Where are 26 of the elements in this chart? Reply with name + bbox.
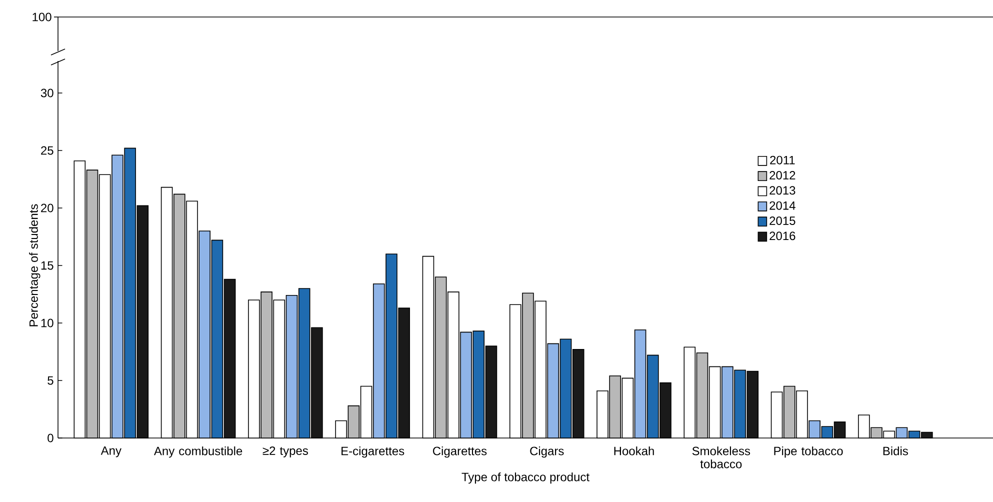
legend-label: 2015 bbox=[770, 216, 796, 225]
x-tick-label: ≥2 types bbox=[262, 446, 308, 458]
y-axis-title: Percentage of students bbox=[29, 204, 40, 326]
legend-label: 2014 bbox=[770, 201, 796, 210]
legend-label: 2016 bbox=[770, 232, 796, 240]
x-tick-label: Cigars bbox=[530, 446, 564, 458]
legend-label: 2013 bbox=[770, 186, 796, 195]
text: 100 bbox=[32, 12, 52, 22]
y-tick-label: 5 bbox=[48, 376, 54, 385]
legend-label: 2011 bbox=[770, 156, 795, 164]
x-tick-label: Smokeless tobacco bbox=[692, 446, 750, 468]
y-tick-label: 30 bbox=[40, 88, 54, 98]
x-tick-label: Any combustible bbox=[154, 446, 242, 458]
x-tick-label: Bidis bbox=[883, 446, 908, 456]
y-tick-label: 0 bbox=[48, 434, 54, 442]
x-tick-label: E-cigarettes bbox=[342, 446, 404, 458]
x-tick-label: Pipe tobacco bbox=[774, 446, 843, 458]
x-tick-label: Any bbox=[100, 446, 122, 458]
x-axis-title: Type of tobacco product bbox=[462, 472, 590, 484]
x-tick-label: Hookah bbox=[614, 446, 654, 456]
y-tick-label: 20 bbox=[41, 204, 54, 212]
legend-label: 2012 bbox=[770, 171, 796, 180]
y-tick-label: 25 bbox=[41, 146, 54, 155]
y-tick-label: 10 bbox=[41, 318, 54, 328]
x-tick-label: Cigarettes bbox=[432, 446, 487, 458]
y-tick-label: 15 bbox=[41, 261, 54, 270]
